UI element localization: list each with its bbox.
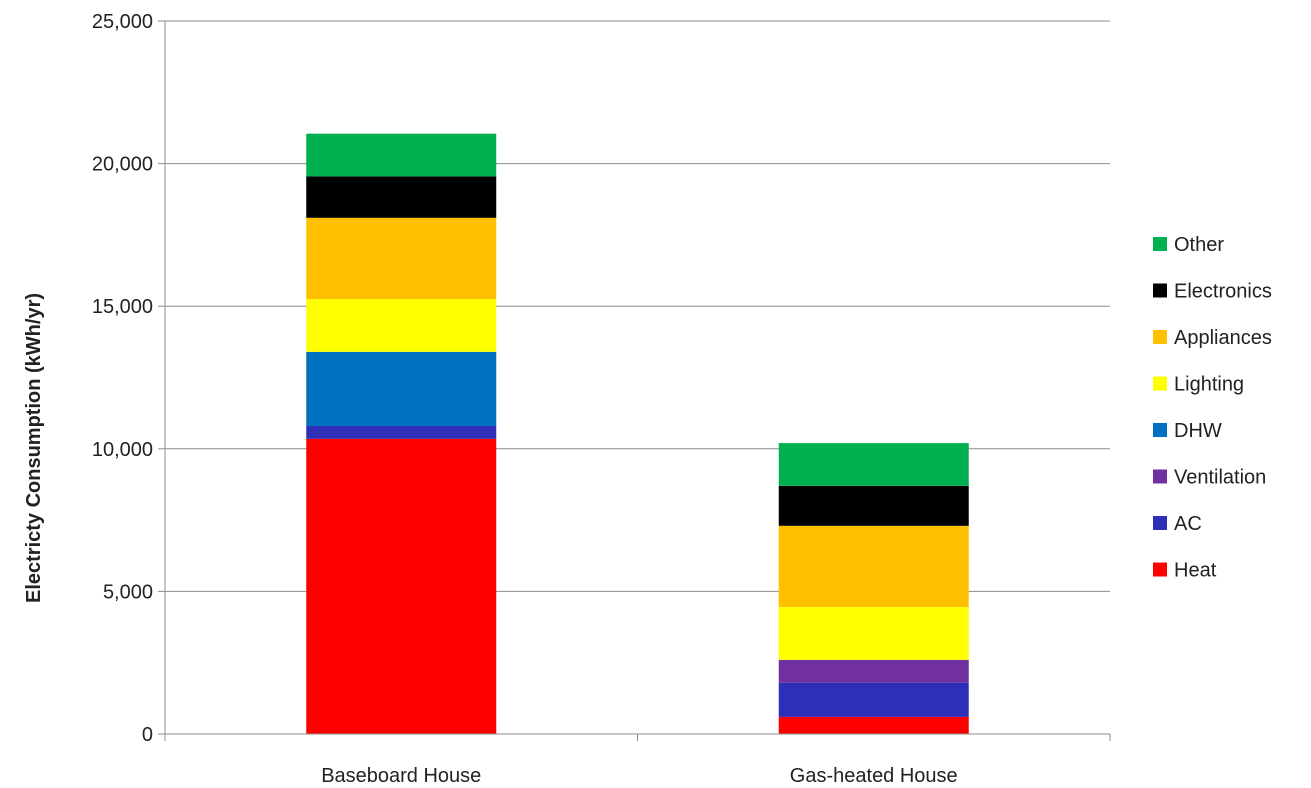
bar-segment-appliances [306, 217, 497, 300]
y-tick-labels: 0 5,000 10,000 15,000 20,000 25,000 [92, 11, 153, 746]
bar-segment-other [306, 133, 497, 177]
legend-label: Ventilation [1174, 467, 1266, 489]
y-tick-label: 25,000 [92, 11, 153, 33]
legend-label: DHW [1174, 420, 1222, 442]
legend-label: AC [1174, 513, 1202, 535]
legend-item-electronics: Electronics [1153, 281, 1272, 303]
legend-swatch [1153, 516, 1167, 530]
bar-segment-ac [778, 682, 969, 717]
legend-item-appliances: Appliances [1153, 327, 1272, 349]
legend-item-heat: Heat [1153, 560, 1217, 582]
legend-swatch [1153, 423, 1167, 437]
bar-segment-electronics [778, 485, 969, 526]
bar-segment-dhw [306, 351, 497, 426]
legend-label: Heat [1174, 560, 1217, 582]
bar-segment-heat [778, 716, 969, 734]
bar-segment-other [778, 443, 969, 486]
legend-item-other: Other [1153, 234, 1224, 256]
legend-label: Electronics [1174, 281, 1272, 303]
legend-swatch [1153, 562, 1167, 577]
y-axis-title: Electricty Consumption (kWh/yr) [23, 293, 45, 603]
legend-label: Lighting [1174, 374, 1244, 396]
legend-swatch [1153, 469, 1167, 484]
axes [158, 20, 1111, 741]
x-tick-label: Baseboard House [321, 765, 481, 787]
legend-swatch [1153, 330, 1167, 344]
bars [306, 133, 969, 734]
y-tick-label: 5,000 [103, 581, 153, 603]
bar-segment-ac [306, 425, 497, 439]
y-tick-label: 10,000 [92, 439, 153, 461]
legend-label: Appliances [1174, 327, 1272, 349]
bar-segment-electronics [306, 176, 497, 218]
bar-segment-appliances [778, 525, 969, 608]
bar-segment-lighting [306, 299, 497, 352]
y-tick-label: 20,000 [92, 154, 153, 176]
legend-swatch [1153, 283, 1167, 298]
x-tick-labels: Baseboard House Gas-heated House [321, 765, 958, 787]
legend-swatch [1153, 376, 1167, 391]
legend-item-dhw: DHW [1153, 420, 1222, 442]
legend-item-ac: AC [1153, 513, 1202, 535]
legend: Other Electronics Appliances Lighting DHW Ven… [1153, 234, 1272, 582]
legend-label: Other [1174, 234, 1224, 256]
legend-item-lighting: Lighting [1153, 374, 1244, 396]
bar-segment-ventilation [778, 659, 969, 683]
y-tick-label: 15,000 [92, 296, 153, 318]
bar-segment-heat [306, 438, 497, 734]
bar-segment-lighting [778, 607, 969, 660]
x-tick-label: Gas-heated House [790, 765, 958, 787]
y-tick-label: 0 [142, 724, 153, 746]
legend-swatch [1153, 237, 1167, 251]
legend-item-ventilation: Ventilation [1153, 467, 1266, 489]
